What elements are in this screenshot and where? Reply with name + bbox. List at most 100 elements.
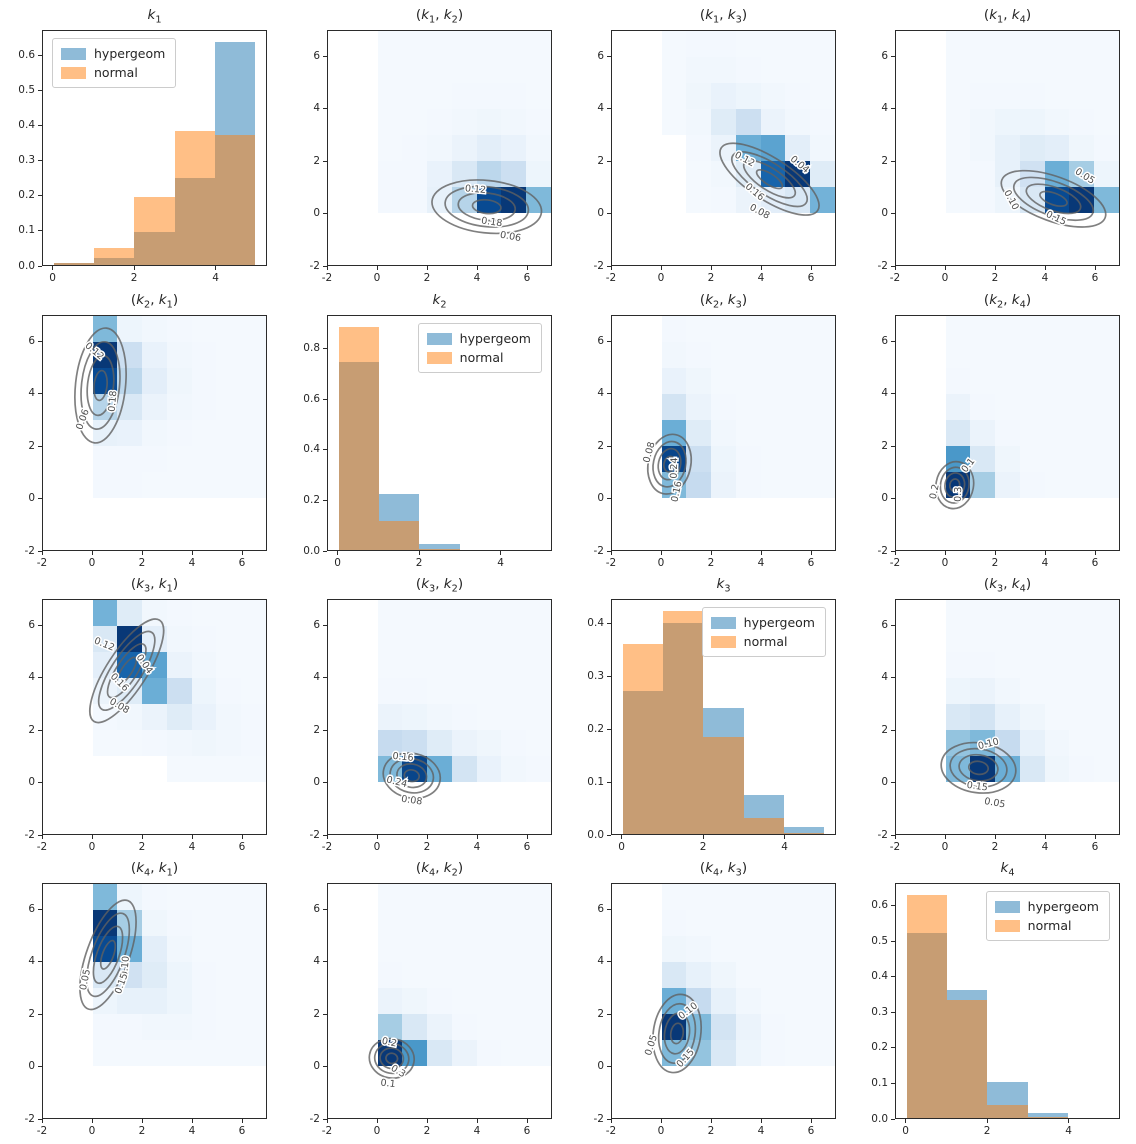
heatmap-cell (686, 988, 712, 1014)
x-tick-label: 6 (523, 272, 531, 284)
heatmap-cell (241, 704, 266, 730)
y-tick-label: -2 (593, 1112, 604, 1125)
heatmap-cell (427, 936, 452, 963)
y-tick-mark (607, 108, 611, 110)
y-tick-mark (891, 782, 895, 784)
panel-title: k3 (716, 576, 731, 595)
heatmap-cell (142, 342, 167, 368)
heatmap-cell (711, 368, 736, 395)
heatmap-cell (142, 652, 167, 679)
heatmap-cell (92, 420, 118, 446)
heatmap-cell (711, 109, 736, 135)
heatmap-cell (1019, 652, 1045, 679)
heatmap-cell (117, 600, 143, 626)
y-tick-mark (38, 677, 42, 679)
heatmap-cell (1069, 83, 1095, 110)
y-tick-mark (323, 550, 327, 552)
panel-k3: k3 hypergeom normal 0 2 4 0.0 0.1 0.2 0.3 0.4 (587, 576, 836, 853)
heatmap-cell (476, 83, 502, 110)
x-tick-mark (760, 1119, 762, 1123)
heatmap-cell (241, 342, 266, 368)
y-tick-mark (38, 961, 42, 963)
heatmap-cell (735, 316, 761, 342)
heatmap-cell (760, 446, 786, 473)
y-tick-label: 0 (313, 776, 320, 789)
panel-title: (k1, k3) (699, 7, 748, 26)
y-tick-label: 6 (313, 618, 320, 631)
heatmap-cell (810, 31, 835, 57)
heatmap-cell (476, 884, 502, 910)
heatmap-cell (241, 1014, 266, 1041)
heatmap-cell (142, 678, 167, 704)
heatmap-cell (117, 316, 143, 342)
heatmap-cell (785, 472, 811, 498)
heatmap-cell (1019, 342, 1045, 368)
y-tick-label: 2 (597, 1007, 604, 1020)
x-tick-label: -2 (36, 557, 48, 569)
heatmap-cell (711, 1014, 736, 1041)
heatmap-cell (191, 652, 217, 679)
heatmap-cell (402, 756, 428, 782)
heatmap-cell (970, 678, 996, 704)
legend-label-normal: normal (743, 634, 788, 649)
heatmap-cell (92, 1014, 118, 1041)
heatmap-cell (760, 1040, 786, 1066)
y-tick-mark (891, 624, 895, 626)
heatmap-cell (1019, 730, 1045, 757)
heatmap-cell (476, 187, 502, 213)
y-tick-label: 0.2 (587, 722, 604, 735)
heatmap-cell (945, 187, 971, 213)
heatmap-cell (142, 962, 167, 988)
x-tick-label: 0 (657, 272, 665, 284)
x-tick-label: -2 (889, 272, 901, 284)
heatmap-cell (377, 988, 403, 1014)
y-tick-mark (38, 265, 42, 267)
y-tick-label: -2 (593, 544, 604, 557)
heatmap-cell (451, 1014, 477, 1041)
heatmap-cell (142, 884, 167, 910)
heatmap-cell (191, 962, 217, 988)
heatmap-cell (451, 187, 477, 213)
panel-k1: k1 hypergeom normal 0 2 4 0.0 0.1 0.2 0.3 0.4 0.5 0.… (18, 7, 267, 284)
y-tick-label: 4 (28, 671, 35, 684)
y-tick-label: -2 (877, 259, 888, 272)
x-tick-mark (41, 1119, 43, 1123)
x-tick-label: 2 (423, 841, 431, 853)
heatmap-cell (526, 600, 551, 626)
x-tick-mark (526, 266, 528, 270)
heatmap-cell (686, 135, 712, 161)
heatmap-cell (661, 472, 687, 498)
y-tick-label: 2 (28, 723, 35, 736)
x-tick-label: 2 (138, 841, 146, 853)
heatmap-cell (117, 626, 143, 652)
y-tick-label: -2 (309, 828, 320, 841)
heatmap-cell (711, 936, 736, 963)
x-tick-label: -2 (889, 841, 901, 853)
panel-title: k2 (432, 292, 447, 311)
hist-bar-normal (1027, 1117, 1069, 1118)
heatmap-cell (1044, 342, 1070, 368)
heatmap-cell (1044, 109, 1070, 135)
y-tick-mark (323, 265, 327, 267)
heatmap-cell (1069, 600, 1095, 626)
heatmap-cell (377, 884, 403, 910)
heatmap-cell (377, 626, 403, 652)
heatmap-cell (526, 652, 551, 679)
y-tick-mark (607, 1118, 611, 1120)
heatmap-cell (476, 57, 502, 83)
y-tick-label: 0 (597, 1060, 604, 1073)
heatmap-cell (92, 936, 118, 963)
heatmap-cell (810, 988, 835, 1014)
heatmap-cell (402, 962, 428, 988)
x-tick-mark (191, 835, 193, 839)
heatmap-cell (402, 83, 428, 110)
heatmap-cell (810, 910, 835, 936)
heatmap-cell (402, 884, 428, 910)
heatmap-cell (241, 652, 266, 679)
heatmap-cell (1094, 704, 1119, 730)
heatmap-cell (686, 31, 712, 57)
y-tick-label: 2 (313, 154, 320, 167)
x-tick-label: 6 (1091, 841, 1099, 853)
heatmap-cell (117, 1014, 143, 1041)
heatmap-cell (191, 910, 217, 936)
